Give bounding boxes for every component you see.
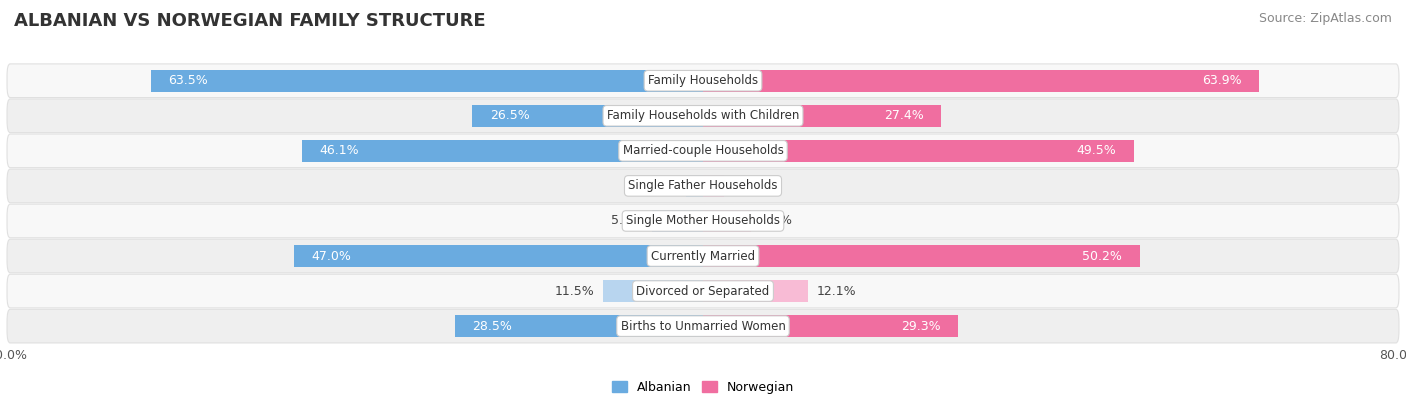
Bar <box>472 105 703 127</box>
Text: Divorced or Separated: Divorced or Separated <box>637 284 769 297</box>
Bar <box>294 245 703 267</box>
FancyBboxPatch shape <box>7 169 1399 203</box>
FancyBboxPatch shape <box>7 204 1399 238</box>
Text: Single Father Households: Single Father Households <box>628 179 778 192</box>
Bar <box>703 105 942 127</box>
Text: Currently Married: Currently Married <box>651 250 755 263</box>
Text: 26.5%: 26.5% <box>489 109 530 122</box>
Bar <box>603 280 703 302</box>
Text: 5.5%: 5.5% <box>759 214 792 228</box>
Text: Family Households with Children: Family Households with Children <box>607 109 799 122</box>
Text: 63.9%: 63.9% <box>1202 74 1241 87</box>
Text: Single Mother Households: Single Mother Households <box>626 214 780 228</box>
Bar <box>703 175 724 197</box>
Bar <box>651 210 703 232</box>
FancyBboxPatch shape <box>7 64 1399 98</box>
FancyBboxPatch shape <box>7 239 1399 273</box>
FancyBboxPatch shape <box>7 274 1399 308</box>
Text: 29.3%: 29.3% <box>901 320 941 333</box>
Text: Births to Unmarried Women: Births to Unmarried Women <box>620 320 786 333</box>
FancyBboxPatch shape <box>7 99 1399 133</box>
Text: 49.5%: 49.5% <box>1077 144 1116 157</box>
Text: 11.5%: 11.5% <box>554 284 595 297</box>
Bar <box>150 70 703 92</box>
Legend: Albanian, Norwegian: Albanian, Norwegian <box>607 376 799 395</box>
Bar <box>703 70 1258 92</box>
Bar <box>703 140 1133 162</box>
Bar <box>703 245 1140 267</box>
FancyBboxPatch shape <box>7 309 1399 343</box>
Text: 47.0%: 47.0% <box>312 250 352 263</box>
Bar <box>456 315 703 337</box>
Text: 2.4%: 2.4% <box>733 179 765 192</box>
Bar <box>686 175 703 197</box>
Text: 46.1%: 46.1% <box>319 144 359 157</box>
Bar <box>302 140 703 162</box>
Bar <box>703 315 957 337</box>
Text: ALBANIAN VS NORWEGIAN FAMILY STRUCTURE: ALBANIAN VS NORWEGIAN FAMILY STRUCTURE <box>14 12 485 30</box>
Text: 50.2%: 50.2% <box>1083 250 1122 263</box>
Text: 5.9%: 5.9% <box>612 214 643 228</box>
FancyBboxPatch shape <box>7 134 1399 167</box>
Text: 27.4%: 27.4% <box>884 109 924 122</box>
Text: 2.0%: 2.0% <box>645 179 676 192</box>
Text: Married-couple Households: Married-couple Households <box>623 144 783 157</box>
Text: 28.5%: 28.5% <box>472 320 512 333</box>
Bar <box>703 210 751 232</box>
Text: 63.5%: 63.5% <box>167 74 208 87</box>
Text: 12.1%: 12.1% <box>817 284 856 297</box>
Text: Family Households: Family Households <box>648 74 758 87</box>
Text: Source: ZipAtlas.com: Source: ZipAtlas.com <box>1258 12 1392 25</box>
Bar <box>703 280 808 302</box>
